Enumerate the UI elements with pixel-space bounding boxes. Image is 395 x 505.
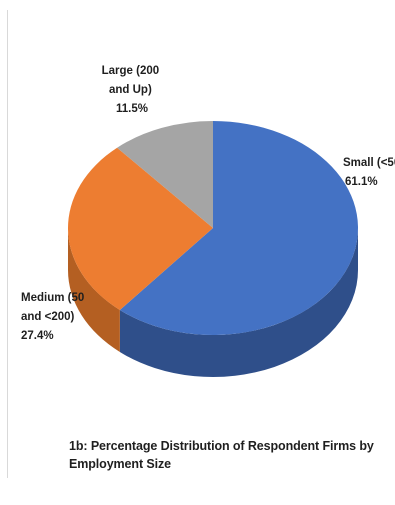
slice-label-small: Small (<50 61.1% [343,157,395,188]
slice-label-medium-line-1: Medium (50 [21,292,84,304]
pie-slice-1 [68,147,213,311]
pie-layer [68,121,359,378]
pie-side-0 [119,228,358,378]
slice-label-large: Large (200 and Up) 11.5% [102,65,163,115]
slice-label-medium: Medium (50 and <200) 27.4% [21,292,87,342]
slice-value-small: 61.1% [345,176,378,188]
slice-label-large-line-1: Large (200 [102,65,160,77]
slice-label-large-line-2: and Up) [109,84,152,96]
slice-value-large: 11.5% [116,103,148,115]
pie-slice-0 [119,121,359,336]
pie-side-1 [68,228,120,353]
pie-slice-2 [117,121,213,228]
chart-border [7,10,8,478]
chart-caption: 1b: Percentage Distribution of Responden… [69,439,374,471]
slice-value-medium: 27.4% [21,330,54,342]
slice-label-medium-line-2: and <200) [21,311,75,323]
slice-label-small-line-1: Small (<50 [343,157,395,169]
